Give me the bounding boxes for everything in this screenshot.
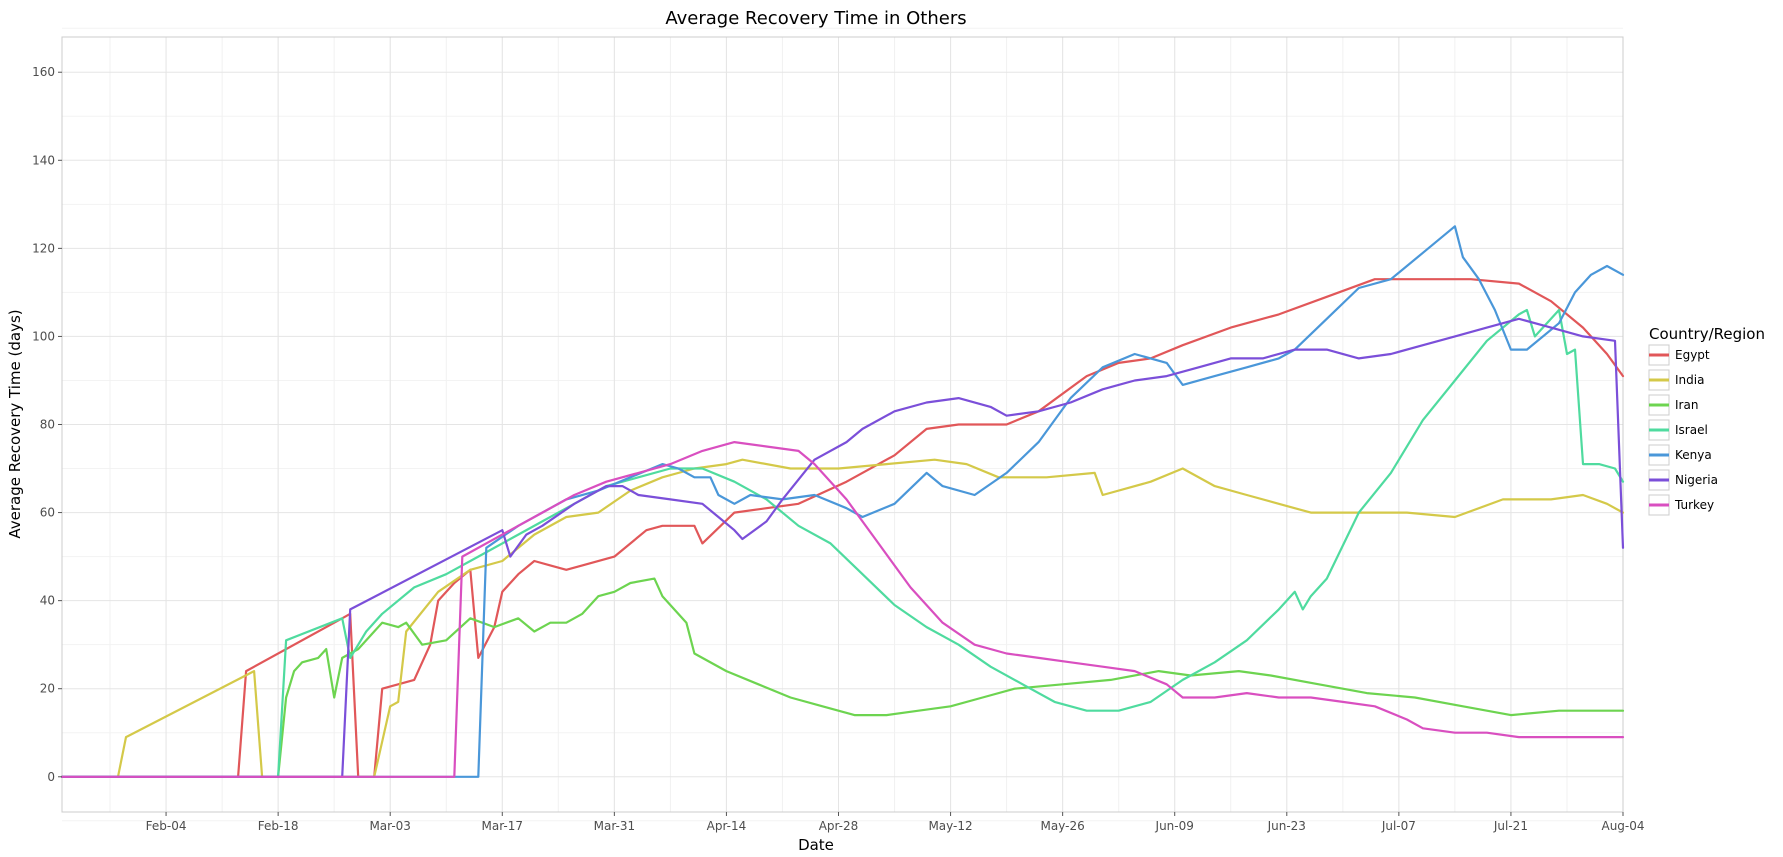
legend-label-egypt: Egypt [1675, 348, 1710, 362]
series-line-israel [60, 308, 1625, 778]
legend-label-iran: Iran [1675, 398, 1698, 412]
x-tick-label: Apr-28 [819, 819, 859, 833]
x-tick-label: Aug-04 [1601, 819, 1644, 833]
y-tick-label: 80 [40, 418, 55, 432]
x-tick-label: Jul-07 [1381, 819, 1416, 833]
y-axis-title: Average Recovery Time (days) [6, 309, 24, 538]
x-tick-label: Feb-18 [258, 819, 299, 833]
x-tick-label: May-12 [928, 819, 972, 833]
legend-label-turkey: Turkey [1674, 498, 1714, 512]
x-axis-title: Date [798, 836, 834, 854]
legend-items: Egypt India Iran Israel Kenya Nigeria Turkey [1648, 344, 1718, 516]
legend: Country/Region Egypt India Iran Israel Kenya… [1648, 325, 1765, 516]
series-line-nigeria [60, 317, 1625, 778]
y-tick-label: 20 [40, 682, 55, 696]
x-tick-label: Feb-04 [146, 819, 187, 833]
chart-title: Average Recovery Time in Others [665, 8, 966, 29]
legend-title: Country/Region [1649, 325, 1765, 343]
x-tick-label: May-26 [1041, 819, 1085, 833]
y-tick-label: 140 [32, 153, 55, 167]
x-tick-label: Jun-23 [1267, 819, 1306, 833]
y-tick-label: 120 [32, 241, 55, 255]
y-tick-label: 160 [32, 65, 55, 79]
x-tick-label: Jun-09 [1155, 819, 1194, 833]
x-tick-label: Mar-31 [594, 819, 635, 833]
legend-label-israel: Israel [1675, 423, 1708, 437]
y-tick-label: 100 [32, 329, 55, 343]
y-tick-label: 60 [40, 506, 55, 520]
x-axis-ticks: Feb-04 Feb-18 Mar-03 Mar-17 Mar-31 Apr-14 Apr-… [146, 812, 1645, 833]
series-line-turkey [60, 441, 1625, 778]
y-tick-label: 40 [40, 594, 55, 608]
series-line-egypt [60, 278, 1625, 778]
legend-label-india: India [1675, 373, 1704, 387]
y-tick-label: 0 [47, 770, 55, 784]
legend-label-kenya: Kenya [1675, 448, 1712, 462]
y-axis-ticks: 0 20 40 60 80 100 120 140 160 [32, 65, 62, 784]
series-layer [60, 225, 1625, 778]
x-tick-label: Mar-03 [369, 819, 410, 833]
x-tick-label: Apr-14 [707, 819, 747, 833]
series-line-kenya [60, 225, 1625, 778]
x-tick-label: Mar-17 [482, 819, 523, 833]
legend-label-nigeria: Nigeria [1675, 473, 1718, 487]
x-tick-label: Jul-21 [1493, 819, 1528, 833]
